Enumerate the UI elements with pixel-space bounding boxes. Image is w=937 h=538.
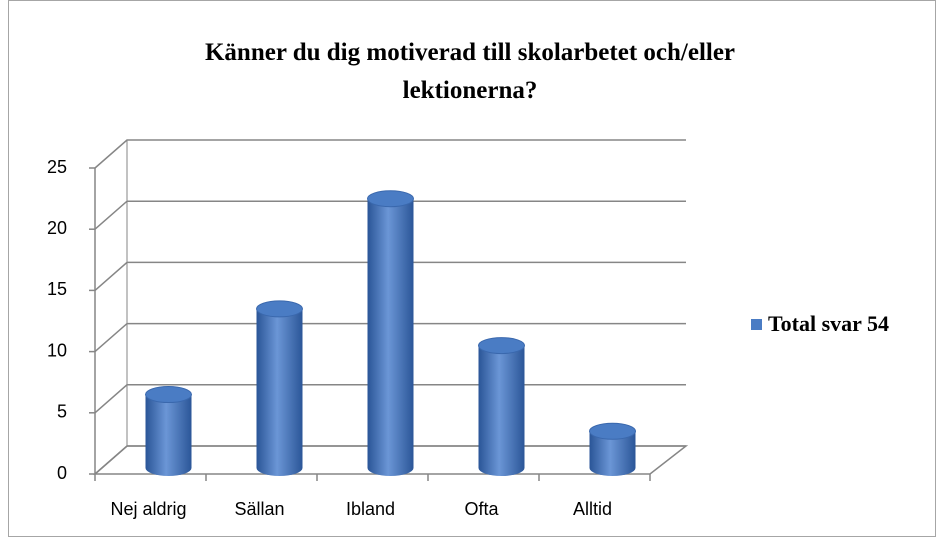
bar-top (145, 386, 192, 404)
bar-top (589, 422, 636, 440)
x-tick-label: Ibland (346, 499, 395, 519)
grid-line (94, 261, 686, 291)
y-tick-label: 25 (47, 157, 67, 177)
legend-label: Total svar 54 (768, 311, 889, 336)
y-tick-label: 5 (57, 402, 67, 422)
bar-top (367, 190, 414, 208)
y-tick-label: 0 (57, 463, 67, 483)
bar (478, 345, 525, 476)
y-tick-label: 10 (47, 340, 67, 360)
grid-line (94, 322, 686, 353)
grid-line (94, 200, 686, 230)
x-tick-label: Sällan (234, 499, 284, 519)
legend-swatch (751, 319, 762, 330)
bar (145, 394, 192, 476)
bar (367, 198, 414, 476)
x-tick-label: Alltid (573, 499, 612, 519)
x-tick-label: Ofta (464, 499, 499, 519)
bar-top (256, 300, 303, 318)
bar-top (478, 337, 525, 355)
bar (589, 431, 636, 476)
chart-border (8, 0, 936, 537)
y-tick-label: 15 (47, 279, 67, 299)
y-tick-label: 20 (47, 218, 67, 238)
chart-title: Känner du dig motiverad till skolarbetet… (204, 39, 736, 104)
bar (256, 308, 303, 476)
grid-line (94, 139, 686, 169)
x-tick-label: Nej aldrig (110, 499, 186, 519)
